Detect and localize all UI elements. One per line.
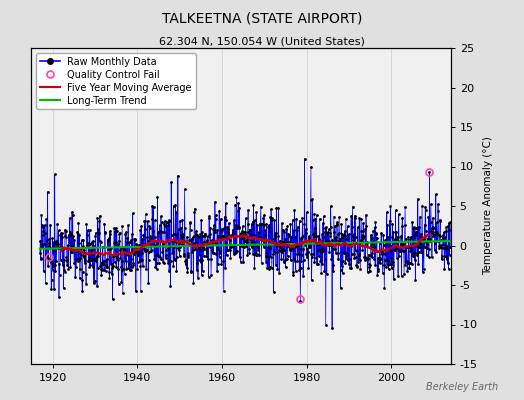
Text: TALKEETNA (STATE AIRPORT): TALKEETNA (STATE AIRPORT) [162, 12, 362, 26]
Y-axis label: Temperature Anomaly (°C): Temperature Anomaly (°C) [483, 136, 493, 276]
Text: Berkeley Earth: Berkeley Earth [425, 382, 498, 392]
Text: 62.304 N, 150.054 W (United States): 62.304 N, 150.054 W (United States) [159, 36, 365, 46]
Legend: Raw Monthly Data, Quality Control Fail, Five Year Moving Average, Long-Term Tren: Raw Monthly Data, Quality Control Fail, … [36, 53, 196, 109]
